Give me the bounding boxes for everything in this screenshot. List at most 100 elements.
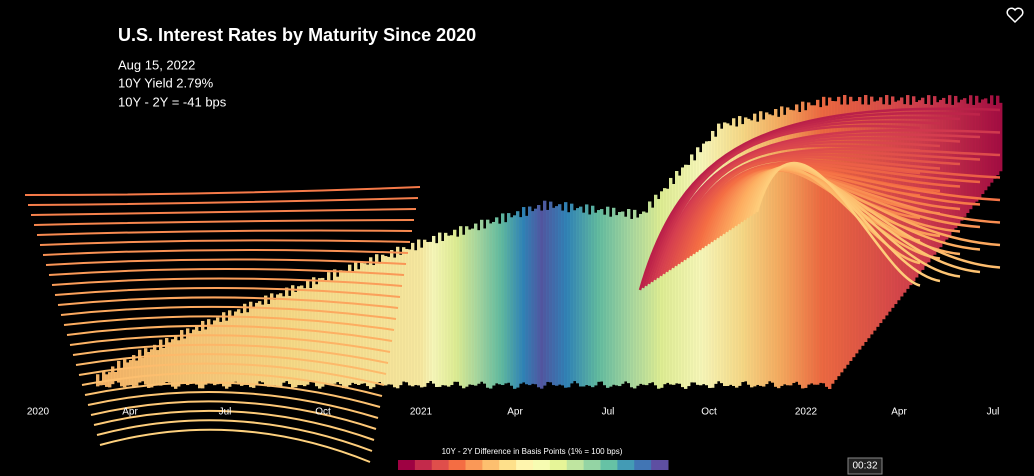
surface-strip (540, 210, 544, 389)
surface-strip (735, 126, 739, 388)
surface-strip (708, 141, 712, 388)
surface-strip (690, 154, 694, 383)
curve-line (33, 219, 415, 226)
surface-strip (663, 188, 667, 385)
surface-strip (414, 250, 418, 386)
surface-strip (717, 123, 721, 382)
surface-strip (246, 312, 250, 385)
favorite-icon[interactable] (1006, 7, 1024, 24)
surface-strip (498, 223, 502, 385)
surface-strip (393, 257, 397, 388)
curve-line (57, 296, 399, 309)
surface-strip (312, 277, 316, 383)
surface-strip (951, 104, 955, 232)
surface-strip (942, 97, 946, 244)
surface-strip (825, 105, 829, 387)
surface-strip (522, 207, 526, 383)
x-tick-label: 2022 (795, 407, 818, 418)
surface-strip (534, 208, 538, 385)
surface-strip (765, 112, 769, 385)
surface-strip (843, 95, 847, 369)
surface-strip (570, 203, 574, 384)
curve-line (54, 286, 401, 298)
surface-strip (180, 330, 184, 384)
surface-strip (954, 95, 958, 229)
surface-strip (978, 102, 982, 198)
surface-strip (468, 229, 472, 385)
surface-strip (657, 199, 661, 389)
surface-strip (918, 100, 922, 274)
x-tick-label: Jul (987, 407, 1000, 418)
surface-strip (429, 241, 433, 382)
curve-line (84, 381, 381, 408)
surface-strip (807, 102, 811, 385)
surface-strip (234, 311, 238, 382)
surface-strip (759, 111, 763, 386)
legend-swatch (398, 460, 416, 470)
surface-strip (633, 209, 637, 389)
surface-strip (738, 116, 742, 386)
surface-strip (675, 171, 679, 384)
surface-strip (372, 265, 376, 388)
surface-strip (135, 360, 139, 386)
surface-strip (585, 204, 589, 386)
surface-strip (606, 206, 610, 388)
surface-strip (510, 217, 514, 386)
surface-strip (423, 239, 427, 387)
surface-strip (489, 223, 493, 389)
curve-line (87, 390, 379, 419)
surface-strip (384, 256, 388, 386)
surface-strip (162, 347, 166, 385)
surface-strip (732, 118, 736, 386)
surface-strip (486, 219, 490, 388)
surface-strip (318, 278, 322, 389)
x-tick-label: Oct (315, 407, 331, 418)
surface-strip (258, 301, 262, 382)
legend-swatch (499, 460, 517, 470)
surface-strip (192, 329, 196, 383)
surface-strip (183, 338, 187, 384)
surface-strip (993, 104, 997, 179)
surface-strip (120, 368, 124, 387)
surface-strip (300, 285, 304, 386)
surface-strip (504, 222, 508, 384)
surface-strip (186, 328, 190, 386)
curve-line (75, 353, 387, 375)
surface-strip (276, 294, 280, 387)
surface-strip (672, 183, 676, 385)
surface-strip (240, 313, 244, 386)
curve-line (63, 315, 395, 331)
surface-strip (597, 210, 601, 382)
surface-strip (351, 272, 355, 383)
surface-strip (519, 217, 523, 384)
surface-strip (972, 104, 976, 206)
curve-line (24, 186, 421, 196)
title: U.S. Interest Rates by Maturity Since 20… (118, 25, 476, 45)
surface-strip (174, 335, 178, 389)
x-tick-label: 2021 (410, 407, 433, 418)
curve-line (27, 197, 419, 206)
surface-strip (639, 213, 643, 384)
surface-strip (897, 100, 901, 301)
surface-strip (297, 286, 301, 386)
curve-line (665, 144, 921, 273)
surface-strip (366, 264, 370, 387)
surface-strip (516, 211, 520, 388)
surface-strip (465, 226, 469, 387)
surface-strip (834, 101, 838, 380)
surface-strip (798, 111, 802, 385)
surface-strip (618, 211, 622, 387)
curve-line (680, 158, 921, 263)
surface-strip (579, 206, 583, 387)
surface-strip (102, 371, 106, 386)
surface-strip (426, 241, 430, 384)
surface-strip (168, 342, 172, 383)
surface-strip (282, 296, 286, 383)
surface-strip (858, 97, 862, 350)
curve-line (99, 428, 371, 463)
surface-strip (216, 317, 220, 385)
surface-strip (285, 287, 289, 382)
surface-strip (567, 212, 571, 388)
surface-strip (381, 254, 385, 385)
surface-strip (936, 102, 940, 251)
